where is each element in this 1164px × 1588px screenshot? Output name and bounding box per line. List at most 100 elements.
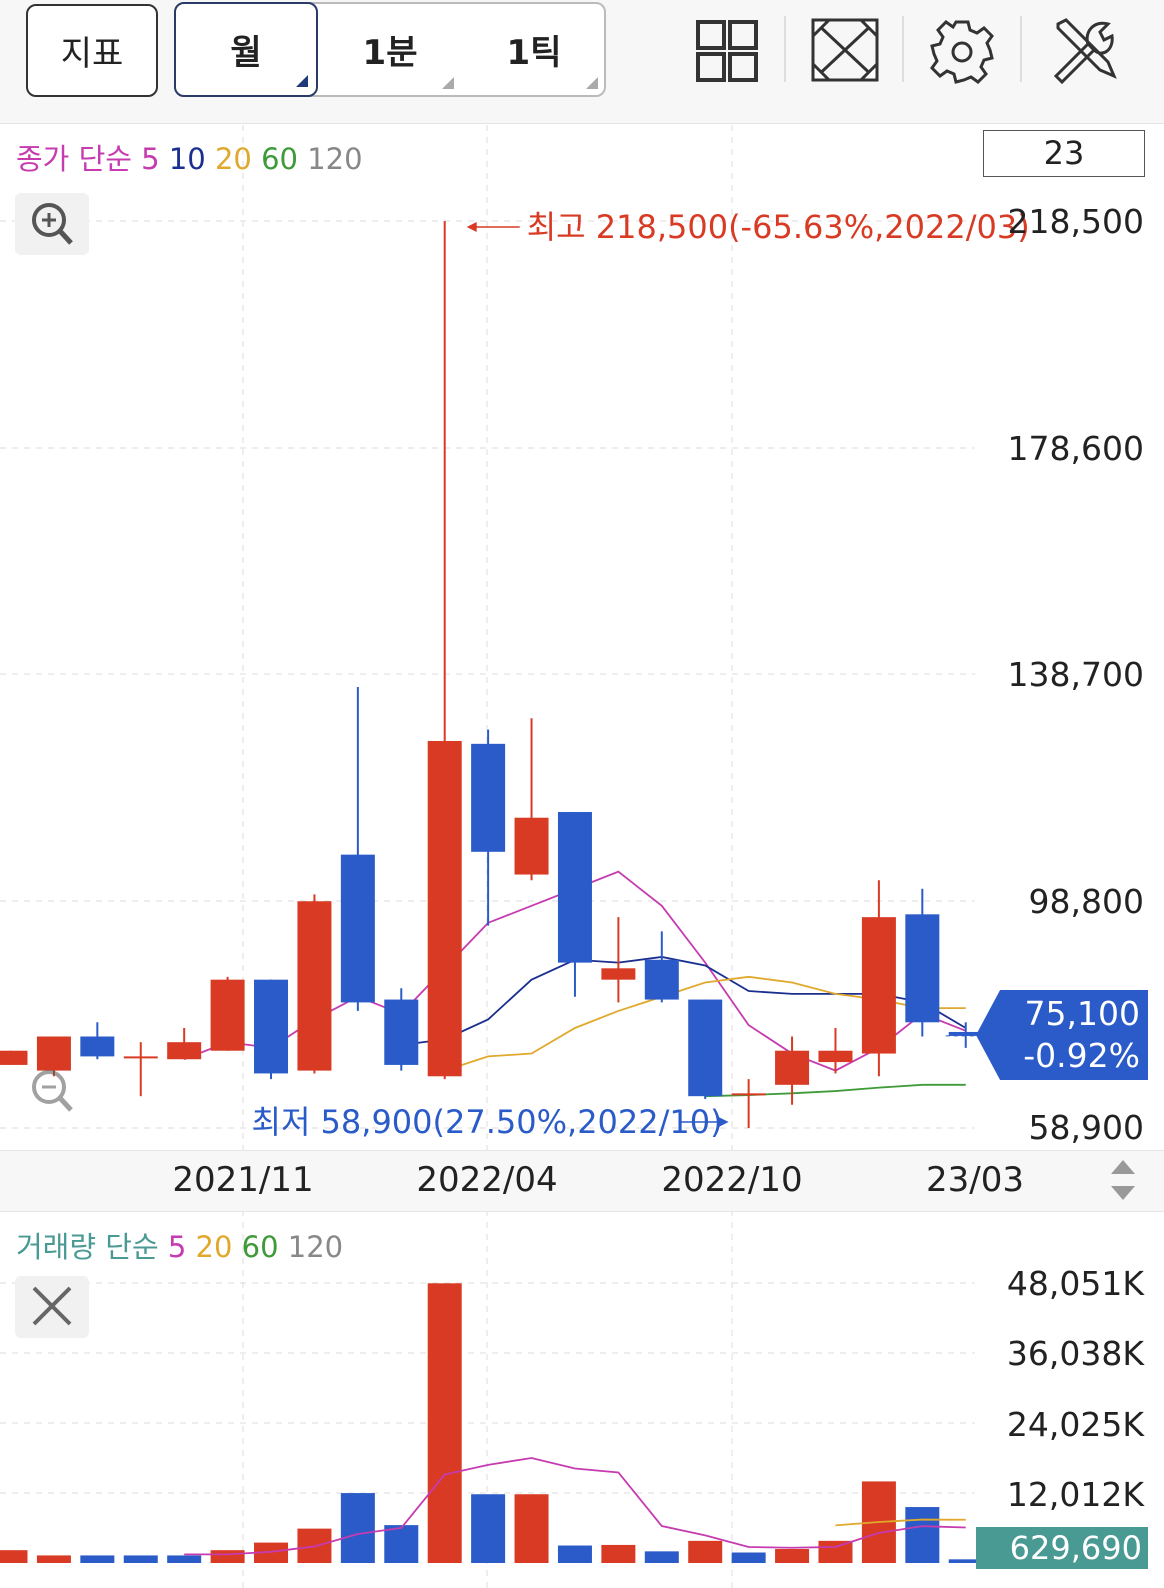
volume-bar	[775, 1549, 810, 1563]
volume-bar	[80, 1555, 115, 1563]
fullscreen-icon[interactable]	[805, 10, 885, 90]
candle-body	[80, 1036, 115, 1057]
candle	[80, 1022, 115, 1060]
legend-ma20: 20	[195, 1230, 233, 1264]
candle	[427, 221, 462, 1080]
volume-bar	[471, 1494, 506, 1563]
toolbar-divider	[902, 16, 904, 82]
y-tick-label: 58,900	[1028, 1108, 1144, 1147]
vol-ma20-line	[835, 1518, 966, 1527]
period-month-label: 월	[230, 33, 262, 73]
x-axis[interactable]	[0, 1150, 1164, 1212]
candle	[36, 1036, 71, 1077]
candle-body	[340, 854, 375, 1003]
candle	[557, 812, 592, 997]
up-down-arrows-icon[interactable]	[1103, 1156, 1143, 1204]
period-tick-button[interactable]: 1틱	[462, 2, 606, 97]
legend-ma5: 5	[167, 1230, 187, 1264]
candle-body	[36, 1036, 71, 1071]
volume-bar	[123, 1555, 158, 1563]
volume-bar	[905, 1507, 940, 1563]
candle	[340, 687, 375, 1011]
high-arrow	[466, 222, 477, 232]
candle-body	[514, 817, 549, 875]
legend-ma20: 20	[214, 142, 252, 176]
period-month-button[interactable]: 월	[174, 2, 318, 97]
candle	[731, 1079, 766, 1128]
period-minute-button[interactable]: 1분	[318, 2, 462, 97]
candle-body	[905, 914, 940, 1023]
dropdown-corner-icon	[296, 75, 308, 87]
volume-bars	[0, 1283, 983, 1563]
x-tick-label: 2021/11	[172, 1160, 314, 1200]
candle-body	[0, 1050, 28, 1065]
price-ma-legend: 종가 단순 5 10 20 60 120	[16, 136, 363, 178]
zoom-out-icon	[32, 1070, 73, 1112]
current-price: 75,100	[1024, 994, 1140, 1033]
legend-ma60: 60	[261, 142, 298, 176]
candle-body	[818, 1050, 853, 1063]
volume-bar	[818, 1540, 853, 1563]
volume-bar	[644, 1551, 679, 1563]
zoom-in-icon	[32, 203, 73, 245]
x-tick-label: 2022/10	[661, 1160, 803, 1200]
period-tick-label: 1틱	[506, 33, 562, 73]
current-change: -0.92%	[1023, 1036, 1140, 1075]
candle-body	[775, 1050, 810, 1085]
close-volume-button[interactable]	[15, 1276, 89, 1338]
volume-bar	[167, 1555, 202, 1563]
volume-ma-lines	[184, 1457, 966, 1556]
candle	[818, 1027, 853, 1074]
high-annotation: 최고 218,500(-65.63%,2022/03)	[527, 208, 1030, 246]
candle	[688, 999, 723, 1100]
legend-ma10: 10	[168, 142, 206, 176]
chart-toolbar: 지표 월 1분 1틱	[0, 0, 1164, 124]
zoom-in-button[interactable]	[15, 193, 89, 255]
toolbar-divider	[784, 16, 786, 82]
vol-y-tick-label: 24,025K	[1006, 1405, 1144, 1444]
candle-body	[731, 1093, 766, 1096]
volume-bar	[0, 1550, 28, 1563]
y-tick-label: 178,600	[1007, 429, 1144, 468]
volume-bar	[36, 1555, 71, 1563]
tools-icon[interactable]	[1042, 10, 1122, 90]
current-volume-badge: 629,690	[976, 1527, 1148, 1569]
volume-bar	[384, 1525, 419, 1563]
y-tick-label: 138,700	[1007, 655, 1144, 694]
candle	[210, 976, 245, 1051]
candle	[297, 894, 332, 1074]
candle-body	[254, 979, 289, 1074]
x-tick-label: 2022/04	[416, 1160, 558, 1200]
indicator-button[interactable]: 지표	[26, 4, 158, 97]
candle-count-box[interactable]: 23	[983, 130, 1145, 177]
low-arrow	[718, 1117, 729, 1127]
candle	[167, 1027, 202, 1060]
candle	[948, 1022, 983, 1048]
candle-body	[297, 901, 332, 1071]
volume-bar	[427, 1283, 462, 1563]
candle	[601, 917, 636, 1003]
volume-bar	[254, 1542, 289, 1563]
layout-grid-icon[interactable]	[690, 10, 770, 90]
close-icon	[32, 1286, 72, 1326]
x-tick-label: 23/03	[926, 1160, 1024, 1200]
volume-bar	[557, 1545, 592, 1563]
settings-gear-icon[interactable]	[922, 10, 1002, 90]
zoom-out-button[interactable]	[15, 1060, 89, 1122]
legend-ma5: 5	[141, 142, 160, 176]
candle	[775, 1036, 810, 1105]
legend-ma120: 120	[307, 142, 363, 176]
volume-bar	[688, 1540, 723, 1563]
candle-body	[471, 743, 506, 852]
candle	[0, 1050, 28, 1065]
candle	[644, 931, 679, 1003]
volume-bar	[514, 1494, 549, 1563]
toolbar-divider	[1020, 16, 1022, 82]
candle-body	[601, 968, 636, 980]
candle	[384, 988, 419, 1071]
y-tick-label: 98,800	[1028, 882, 1144, 921]
candle-body	[384, 999, 419, 1065]
candle-body	[210, 979, 245, 1051]
candle	[861, 880, 896, 1077]
candle-body	[167, 1042, 202, 1060]
